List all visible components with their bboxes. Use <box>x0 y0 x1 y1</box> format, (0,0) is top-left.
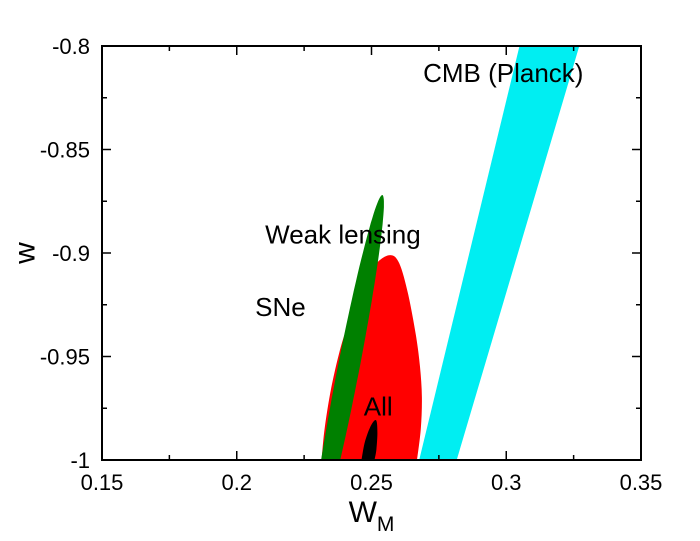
region-sne <box>321 195 384 460</box>
x-axis-label: WM <box>349 496 395 536</box>
y-tick-label: -0.95 <box>40 345 90 370</box>
x-tick-label: 0.35 <box>620 470 663 495</box>
x-tick-label: 0.3 <box>491 470 522 495</box>
x-axis-label-main: W <box>349 496 378 529</box>
y-tick-label: -0.8 <box>52 34 90 59</box>
x-tick-label: 0.25 <box>350 470 393 495</box>
axis-ticks <box>101 45 642 461</box>
region-cmb-planck <box>419 46 580 460</box>
axis-tick-labels: 0.15 0.2 0.25 0.3 0.35 -1 -0.95 -0.9 -0.85 -0.8 <box>40 34 663 495</box>
x-tick-label: 0.15 <box>81 470 124 495</box>
region-label-cmb-planck: CMB (Planck) <box>423 58 583 88</box>
y-tick-label: -1 <box>70 448 90 473</box>
region-label-weak-lensing: Weak lensing <box>265 220 421 250</box>
region-labels: CMB (Planck) Weak lensing SNe All <box>255 58 583 421</box>
y-axis-label: w <box>9 242 42 265</box>
region-label-all: All <box>364 391 393 421</box>
x-axis-label-subscript: M <box>377 513 395 536</box>
x-tick-label: 0.2 <box>221 470 252 495</box>
y-tick-label: -0.9 <box>52 241 90 266</box>
region-all <box>361 420 378 460</box>
confidence-regions <box>321 46 580 460</box>
region-label-sne: SNe <box>255 292 306 322</box>
y-tick-label: -0.85 <box>40 138 90 163</box>
